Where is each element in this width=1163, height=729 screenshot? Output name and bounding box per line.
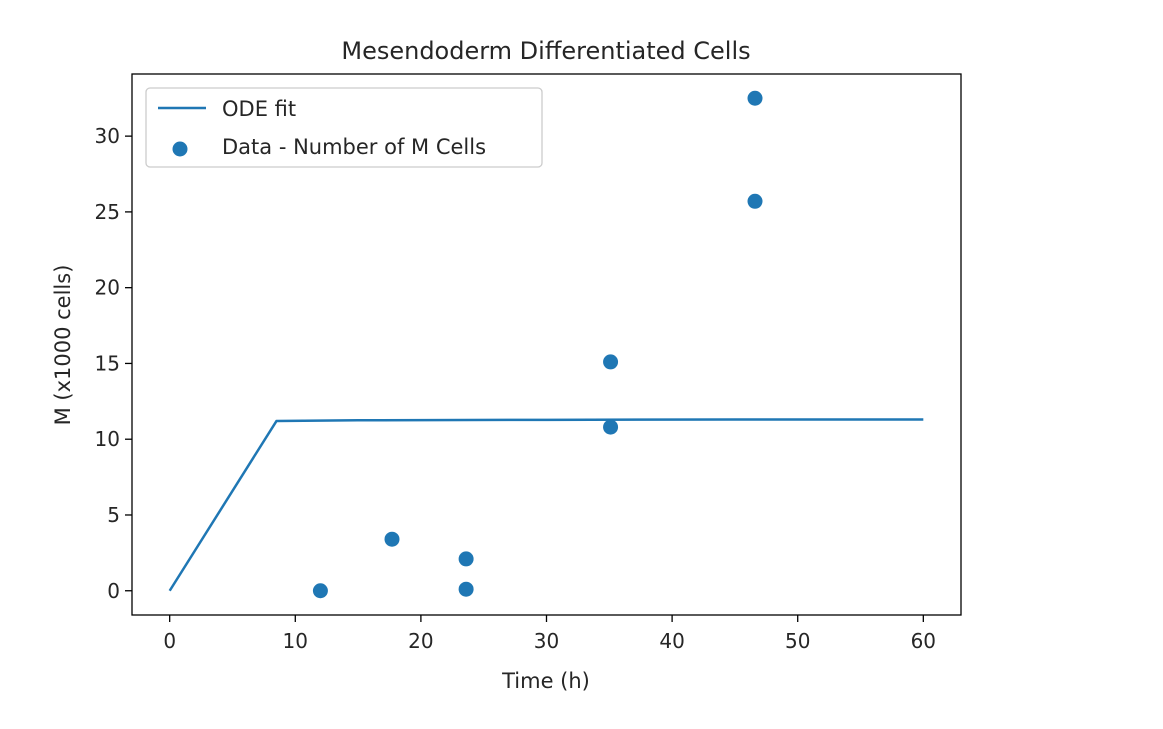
legend-label-data: Data - Number of M Cells — [222, 135, 486, 159]
series-layer — [168, 90, 924, 599]
data-point — [603, 419, 619, 435]
data-point — [747, 193, 763, 209]
data-point — [458, 551, 474, 567]
y-tick-label: 20 — [95, 276, 120, 300]
chart-title: Mesendoderm Differentiated Cells — [341, 37, 750, 65]
data-point — [603, 354, 619, 370]
x-tick-label: 0 — [163, 629, 176, 653]
y-tick-label: 5 — [107, 503, 120, 527]
y-axis: 0 5 10 15 20 25 30 — [95, 124, 132, 603]
y-tick-label: 15 — [95, 351, 120, 375]
data-point — [312, 583, 328, 599]
x-tick-label: 10 — [283, 629, 308, 653]
legend: ODE fit Data - Number of M Cells — [145, 87, 543, 168]
data-point — [384, 531, 400, 547]
x-tick-label: 40 — [659, 629, 684, 653]
y-tick-label: 30 — [95, 124, 120, 148]
x-axis-label: Time (h) — [501, 669, 590, 693]
x-tick-label: 20 — [408, 629, 433, 653]
ode-fit-line — [168, 418, 924, 592]
x-axis: 0 10 20 30 40 50 60 — [163, 615, 936, 653]
y-tick-label: 10 — [95, 427, 120, 451]
data-point — [458, 581, 474, 597]
x-tick-label: 60 — [911, 629, 936, 653]
legend-label-ode-fit: ODE fit — [222, 97, 296, 121]
legend-frame — [145, 87, 543, 168]
x-tick-label: 30 — [534, 629, 559, 653]
y-tick-label: 25 — [95, 200, 120, 224]
legend-marker-swatch — [172, 141, 188, 157]
x-tick-label: 50 — [785, 629, 810, 653]
data-point — [747, 90, 763, 106]
y-tick-label: 0 — [107, 579, 120, 603]
y-axis-label: M (x1000 cells) — [51, 265, 75, 426]
